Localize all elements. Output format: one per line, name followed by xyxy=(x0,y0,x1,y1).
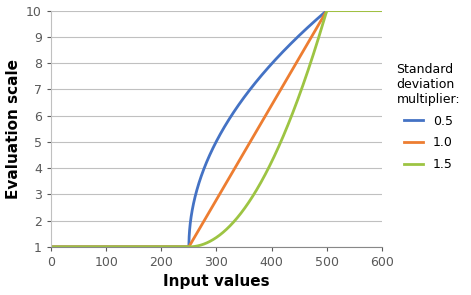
1.0 xyxy=(189,239,195,243)
Y-axis label: Evaluation scale: Evaluation scale xyxy=(6,59,21,199)
1.5 xyxy=(324,9,330,12)
1.5 xyxy=(337,9,343,12)
Line: 0.5: 0.5 xyxy=(51,11,382,247)
0.5 xyxy=(373,9,378,12)
1.0 xyxy=(106,245,111,249)
X-axis label: Input values: Input values xyxy=(163,274,270,289)
0.5 xyxy=(48,245,54,249)
0.5 xyxy=(324,9,330,12)
0.5 xyxy=(379,9,385,12)
1.0 xyxy=(86,245,91,249)
1.0 xyxy=(373,9,378,12)
0.5 xyxy=(106,245,111,249)
1.5 xyxy=(175,245,181,249)
0.5 xyxy=(86,245,91,249)
1.5 xyxy=(373,9,378,12)
1.0 xyxy=(379,9,385,12)
1.5 xyxy=(86,245,91,249)
0.5 xyxy=(189,208,195,212)
1.5 xyxy=(189,245,195,248)
0.5 xyxy=(337,9,343,12)
Legend: 0.5, 1.0, 1.5: 0.5, 1.0, 1.5 xyxy=(391,58,465,176)
Line: 1.0: 1.0 xyxy=(51,11,382,247)
1.0 xyxy=(324,9,330,12)
1.0 xyxy=(337,9,343,12)
0.5 xyxy=(175,245,181,249)
1.5 xyxy=(48,245,54,249)
Line: 1.5: 1.5 xyxy=(51,11,382,247)
1.0 xyxy=(48,245,54,249)
1.0 xyxy=(175,245,181,249)
1.5 xyxy=(106,245,111,249)
1.5 xyxy=(379,9,385,12)
